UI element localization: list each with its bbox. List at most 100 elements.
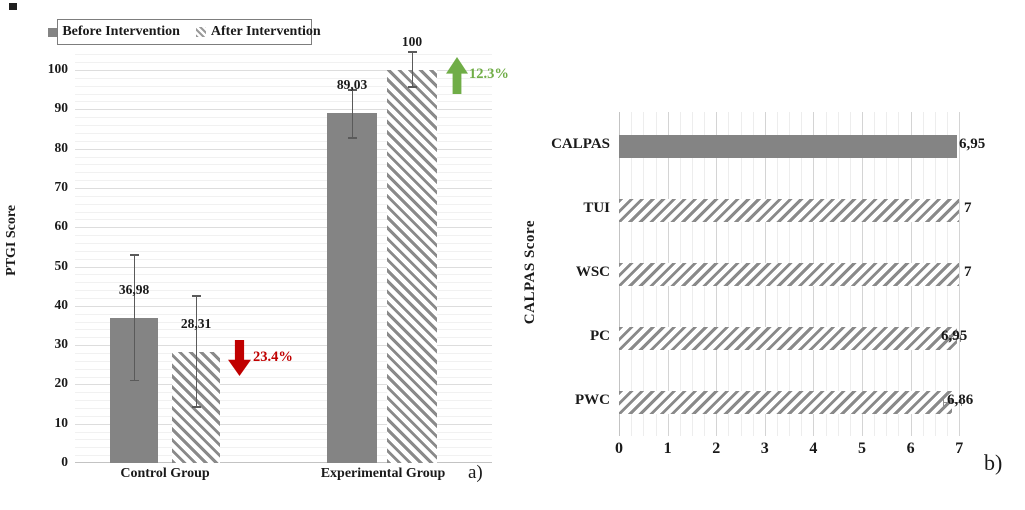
y-axis-title-ptgi: PTGI Score bbox=[4, 204, 19, 276]
value-label: 89,03 bbox=[336, 77, 368, 93]
major-gridline bbox=[75, 148, 492, 150]
legend-label-before: Before Intervention bbox=[62, 24, 180, 39]
error-bar-cap bbox=[407, 51, 417, 53]
minor-gridline bbox=[75, 313, 492, 315]
error-bar bbox=[949, 337, 961, 339]
value-label: 6,86 bbox=[947, 392, 974, 408]
error-bar-cap bbox=[949, 334, 950, 342]
category-label-calpas: CALPAS bbox=[551, 136, 610, 152]
category-label-wsc: WSC bbox=[575, 264, 610, 280]
legend: Before Intervention After Intervention bbox=[48, 19, 321, 45]
error-bar-cap bbox=[129, 379, 139, 382]
x-axis-tick-label: 1 bbox=[663, 440, 672, 457]
minor-gridline bbox=[75, 85, 492, 87]
bar-tui bbox=[619, 198, 960, 222]
error-bar bbox=[411, 51, 413, 87]
y-axis-tick-label: 30 bbox=[54, 336, 69, 352]
minor-gridline bbox=[75, 415, 492, 417]
x-axis-line bbox=[75, 462, 492, 463]
increase-percent-label: 12.3% bbox=[469, 66, 509, 82]
error-bar-cap bbox=[191, 295, 201, 297]
category-label-pwc: PWC bbox=[575, 392, 610, 408]
minor-gridline bbox=[75, 392, 492, 394]
minor-gridline bbox=[75, 290, 492, 292]
minor-gridline bbox=[75, 211, 492, 213]
category-label-tui: TUI bbox=[583, 200, 610, 216]
minor-gridline bbox=[75, 329, 492, 331]
minor-gridline bbox=[75, 172, 492, 174]
value-label: 6,95 bbox=[959, 136, 986, 152]
error-bar bbox=[943, 401, 962, 403]
minor-gridline bbox=[75, 408, 492, 409]
major-gridline bbox=[75, 423, 492, 425]
value-label: 100 bbox=[401, 34, 423, 49]
error-bar-cap bbox=[959, 334, 961, 342]
minor-gridline bbox=[75, 447, 492, 449]
panel-label-b: b) bbox=[984, 450, 1003, 475]
major-gridline bbox=[75, 109, 492, 111]
minor-gridline bbox=[75, 360, 492, 362]
minor-gridline bbox=[75, 180, 492, 181]
x-axis-tick-label: 7 bbox=[955, 440, 964, 457]
category-label-control-group: Control Group bbox=[120, 466, 210, 481]
minor-gridline bbox=[75, 77, 492, 79]
minor-gridline bbox=[75, 337, 492, 339]
error-bar-cap bbox=[191, 406, 201, 408]
error-bar-cap bbox=[347, 89, 357, 91]
solid-swatch-icon bbox=[48, 27, 58, 37]
x-axis-tick-label: 0 bbox=[615, 440, 623, 457]
y-axis-tick-label: 60 bbox=[54, 218, 69, 234]
minor-gridline bbox=[75, 282, 492, 284]
minor-gridline bbox=[75, 455, 492, 457]
error-bar-cap bbox=[407, 86, 417, 88]
x-axis-tick-label: 5 bbox=[858, 440, 866, 457]
decrease-percent-label: 23.4% bbox=[253, 349, 293, 365]
minor-gridline bbox=[75, 321, 492, 323]
minor-gridline bbox=[75, 195, 492, 197]
bar-pwc bbox=[619, 390, 953, 414]
bar-experimental-before-intervention bbox=[327, 113, 377, 463]
bar-wsc bbox=[619, 262, 960, 286]
minor-gridline bbox=[75, 156, 492, 158]
value-label: 36,98 bbox=[118, 281, 150, 297]
category-label-pc: PC bbox=[590, 328, 610, 344]
error-bar-cap bbox=[942, 398, 944, 406]
x-axis-tick-label: 6 bbox=[906, 440, 915, 457]
bar-pc bbox=[619, 326, 957, 350]
bar-experimental-after-intervention bbox=[387, 70, 437, 463]
error-bar bbox=[351, 90, 353, 138]
y-axis-tick-label: 90 bbox=[54, 100, 69, 116]
y-axis-tick-label: 100 bbox=[47, 61, 68, 76]
value-label: 7 bbox=[964, 264, 972, 280]
value-label: 28,31 bbox=[180, 315, 212, 331]
minor-gridline bbox=[75, 164, 492, 166]
stray-marker-square bbox=[9, 3, 17, 10]
major-gridline bbox=[75, 384, 492, 386]
value-label: 7 bbox=[964, 200, 972, 216]
major-gridline bbox=[75, 345, 492, 347]
panel-label-a: a) bbox=[468, 462, 483, 483]
major-gridline bbox=[959, 112, 961, 436]
major-gridline bbox=[75, 227, 492, 229]
error-bar bbox=[133, 254, 135, 381]
y-axis-tick-label: 80 bbox=[54, 139, 69, 155]
minor-gridline bbox=[75, 242, 492, 244]
minor-gridline bbox=[75, 117, 492, 119]
error-bar-cap bbox=[347, 137, 357, 139]
major-gridline bbox=[75, 187, 492, 189]
value-label: 6,95 bbox=[941, 328, 968, 344]
minor-gridline bbox=[75, 400, 492, 402]
minor-gridline bbox=[75, 62, 492, 64]
major-gridline bbox=[75, 266, 492, 268]
minor-gridline bbox=[75, 125, 492, 126]
plot-area-a: 36,98 28,31 89,03 100 0 10 20 30 40 50 60 70 80 90 100 bbox=[48, 34, 492, 469]
error-bar bbox=[195, 296, 197, 408]
y-axis-tick-label: 70 bbox=[54, 178, 69, 194]
minor-gridline bbox=[75, 431, 492, 433]
minor-gridline bbox=[75, 353, 492, 354]
legend-item-before: Before Intervention bbox=[48, 24, 180, 40]
error-bar-cap bbox=[961, 398, 963, 406]
minor-gridline bbox=[75, 235, 492, 237]
plot-area-b: 6,95 7 7 6,95 6,86 bbox=[619, 112, 985, 436]
